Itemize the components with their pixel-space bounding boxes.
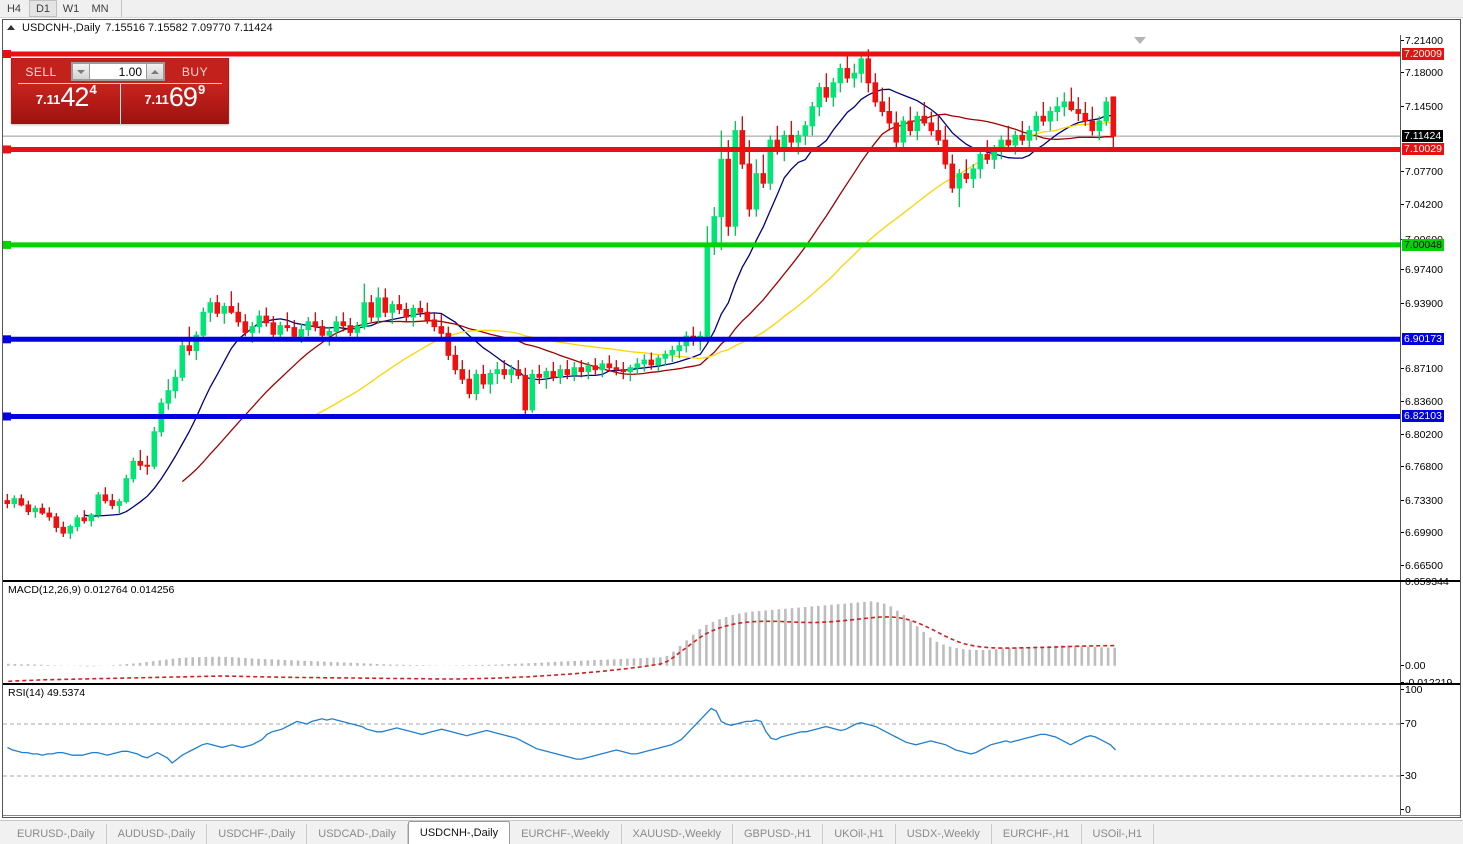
price-tick-label: 6.83600: [1401, 397, 1443, 407]
level-price-label[interactable]: 6.90173: [1402, 333, 1444, 346]
price-tick-label: 6.93900: [1401, 298, 1443, 309]
sell-button[interactable]: 7.11 42 4: [12, 82, 121, 124]
chart-window: USDCNH-,Daily 7.15516 7.15582 7.09770 7.…: [2, 19, 1461, 831]
rsi-pane: RSI(14) 49.5374 100 70 30 0: [3, 685, 1460, 815]
price-tick-label: 6.66500: [1401, 560, 1443, 571]
buy-price-fraction: 9: [197, 82, 206, 97]
macd-svg: [6, 601, 1117, 683]
chart-ohlc-label: 7.15516 7.15582 7.09770 7.11424: [105, 21, 273, 34]
price-tick-label: 7.04200: [1401, 200, 1443, 210]
sell-price-prefix: 7.11: [35, 92, 61, 107]
price-tick-label: 7.18000: [1401, 68, 1443, 78]
chart-titlebar: USDCNH-,Daily 7.15516 7.15582 7.09770 7.…: [3, 20, 1460, 35]
macd-plot[interactable]: [3, 582, 1400, 683]
rsi-tick-label: 0: [1401, 805, 1411, 815]
macd-tick-label: 0.00: [1401, 661, 1425, 671]
rsi-scale-axis: 100 70 30 0: [1400, 685, 1460, 815]
triangle-up-icon[interactable]: [7, 25, 15, 30]
price-tick-label: 6.69900: [1401, 528, 1443, 538]
chevron-down-icon[interactable]: [72, 63, 90, 80]
level-price-label[interactable]: 7.00048: [1402, 238, 1444, 251]
chart-tab-usoil-h1[interactable]: USOil-,H1: [1082, 824, 1155, 844]
chart-tab-usdcnh-daily[interactable]: USDCNH-,Daily: [407, 821, 511, 844]
chart-tab-ukoil-h1[interactable]: UKOil-,H1: [823, 824, 896, 844]
timeframe-toolbar: H4 D1 W1 MN: [0, 0, 1463, 18]
sell-price-fraction: 4: [89, 82, 97, 97]
chart-scroll-marker-icon[interactable]: [1134, 37, 1146, 44]
macd-scale-axis: 0.059344 0.00 -0.012219: [1400, 577, 1460, 688]
rsi-tick-label: 100: [1401, 685, 1423, 695]
price-plot[interactable]: [3, 35, 1400, 580]
price-candlestick-svg: [3, 49, 1400, 539]
buy-price-prefix: 7.11: [144, 92, 169, 107]
timeframe-h4[interactable]: H4: [6, 2, 22, 15]
chart-symbol-label: USDCNH-,Daily: [22, 21, 101, 34]
level-price-label[interactable]: 7.10029: [1402, 143, 1444, 156]
price-tick-label: 6.87100: [1401, 363, 1443, 374]
macd-pane: MACD(12,26,9) 0.012764 0.014256 0.059344…: [3, 577, 1460, 688]
rsi-plot[interactable]: [3, 685, 1400, 815]
volume-stepper[interactable]: 1.00: [71, 62, 165, 81]
buy-label[interactable]: BUY: [18, 65, 224, 84]
volume-input[interactable]: 1.00: [90, 63, 146, 80]
level-price-label[interactable]: 7.20009: [1402, 48, 1444, 61]
sell-label[interactable]: SELL: [12, 65, 222, 84]
toolbar-separator: [121, 0, 122, 17]
one-click-trade-panel[interactable]: SELL 1.00 BUY 7.11 42 4 7.11 69 9: [11, 58, 229, 124]
timeframe-w1[interactable]: W1: [62, 2, 80, 15]
price-tick-label: 7.21400: [1401, 35, 1443, 46]
sell-price-big: 42: [60, 82, 89, 112]
chart-tab-bar: EURUSD-,Daily AUDUSD-,Daily USDCHF-,Daily U…: [0, 820, 1463, 844]
price-tick-label: 6.97400: [1401, 265, 1443, 275]
level-price-label[interactable]: 6.82103: [1402, 410, 1444, 423]
trade-panel-price-row: 7.11 42 4 7.11 69 9: [12, 82, 228, 124]
chart-tab-xauusd-weekly[interactable]: XAUUSD-,Weekly: [622, 824, 733, 844]
chart-tab-eurusd-daily[interactable]: EURUSD-,Daily: [6, 824, 107, 844]
price-tick-label: 7.07700: [1401, 166, 1443, 177]
buy-price-big: 69: [168, 82, 198, 112]
buy-button[interactable]: 7.11 69 9: [120, 82, 228, 124]
price-scale-axis[interactable]: 7.214007.180007.145007.077007.042007.006…: [1400, 35, 1460, 580]
macd-tick-label: -0.012219: [1401, 678, 1452, 688]
timeframe-d1[interactable]: D1: [29, 0, 57, 17]
rsi-svg: [3, 707, 1400, 777]
trade-panel-top-row: SELL 1.00 BUY: [12, 59, 228, 84]
rsi-label: RSI(14) 49.5374: [8, 687, 86, 699]
chart-tab-usdchf-daily[interactable]: USDCHF-,Daily: [207, 824, 308, 844]
timeframe-mn[interactable]: MN: [91, 2, 109, 15]
price-tick-label: 6.80200: [1401, 429, 1443, 440]
macd-tick-label: 0.059344: [1401, 577, 1449, 587]
chart-tab-gbpusd-h1[interactable]: GBPUSD-,H1: [733, 824, 824, 844]
rsi-tick-label: 70: [1401, 719, 1417, 729]
chart-tab-usdx-weekly[interactable]: USDX-,Weekly: [896, 824, 992, 844]
macd-label: MACD(12,26,9) 0.012764 0.014256: [8, 584, 175, 596]
current-price-label: 7.11424: [1402, 130, 1444, 143]
price-tick-label: 7.14500: [1401, 101, 1443, 112]
rsi-tick-label: 30: [1401, 771, 1417, 781]
price-tick-label: 6.76800: [1401, 462, 1443, 472]
chart-tab-eurchf-h1[interactable]: EURCHF-,H1: [992, 824, 1082, 844]
price-tick-label: 6.73300: [1401, 495, 1443, 506]
chart-tab-audusd-daily[interactable]: AUDUSD-,Daily: [107, 824, 208, 844]
chart-tab-eurchf-weekly[interactable]: EURCHF-,Weekly: [510, 824, 622, 844]
chart-tab-usdcad-daily[interactable]: USDCAD-,Daily: [307, 824, 408, 844]
chevron-up-icon[interactable]: [146, 63, 164, 80]
